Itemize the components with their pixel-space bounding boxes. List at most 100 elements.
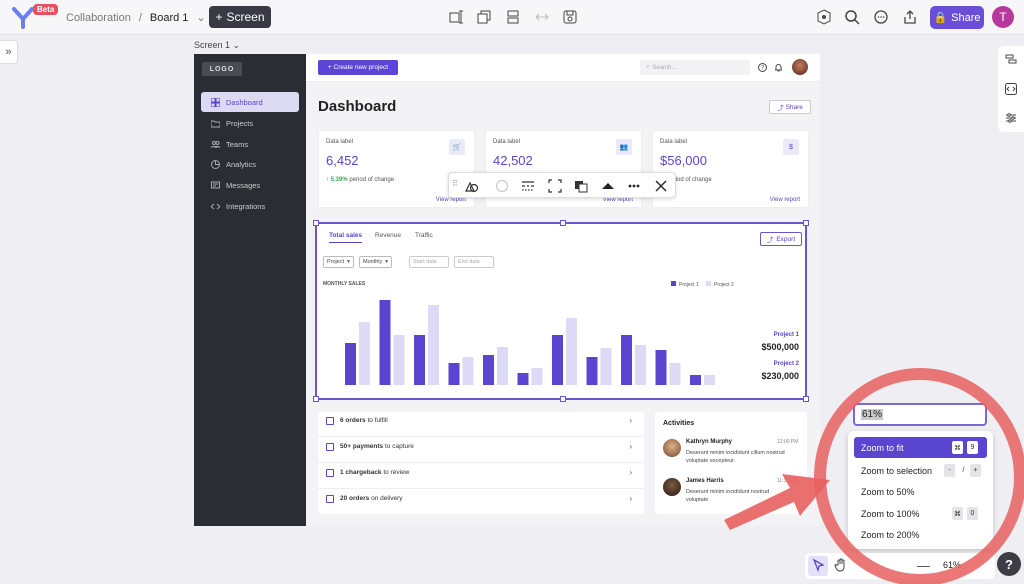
orders-list: 6 orders to fulfill › 50+ payments to cap… <box>318 412 644 514</box>
export-icon[interactable] <box>902 9 918 25</box>
list-bold: 6 orders <box>340 417 366 424</box>
app-logo-icon[interactable] <box>12 5 34 29</box>
legend-project-1: Project 1 <box>679 282 699 288</box>
bar-2-11 <box>704 375 715 385</box>
add-screen-button[interactable]: + Screen <box>209 6 271 28</box>
zoom-in-key[interactable]: + <box>970 464 981 477</box>
legend-project-2: Project 2 <box>714 282 734 288</box>
create-project-button[interactable]: + Create new project <box>318 60 398 75</box>
resize-horizontal-icon[interactable] <box>534 9 550 25</box>
tab-traffic[interactable]: Traffic <box>415 232 433 239</box>
share-button[interactable]: ⤴ Share <box>769 100 811 114</box>
list-item[interactable]: 20 orders on delivery › <box>318 490 644 515</box>
breadcrumb-separator: / <box>138 11 142 24</box>
view-report-link[interactable]: View report <box>435 197 466 203</box>
fill-icon[interactable] <box>601 179 615 193</box>
zoom-input-value: 61% <box>861 409 884 420</box>
drag-handle-icon[interactable]: ⠿ <box>452 179 458 188</box>
zoom-level[interactable]: 61% <box>943 560 962 570</box>
start-date-input[interactable]: Start date <box>409 256 449 268</box>
list-rest: to review <box>381 469 410 476</box>
close-icon[interactable] <box>654 179 668 193</box>
view-report-link[interactable]: View report <box>769 197 800 203</box>
beta-badge: Beta <box>33 4 59 15</box>
nav-integrations[interactable]: Integrations <box>201 196 299 216</box>
breadcrumb-board[interactable]: Board 1 <box>149 11 189 24</box>
plugin-icon[interactable] <box>816 9 832 25</box>
profile-avatar[interactable] <box>792 59 808 75</box>
bars-group <box>345 300 715 385</box>
legend-swatch-project-1 <box>671 281 676 286</box>
fit-frame-icon[interactable] <box>548 179 562 193</box>
circle-icon[interactable] <box>495 179 509 193</box>
period-filter[interactable]: Monthly ▾ <box>359 256 393 268</box>
bar-1-7 <box>552 335 563 385</box>
tab-revenue[interactable]: Revenue <box>375 232 402 239</box>
floating-toolbar: ⠿ <box>448 172 676 198</box>
users-icon <box>211 140 220 148</box>
zoom-to-fit-item[interactable]: Zoom to fit ⌘ 9 <box>854 437 987 458</box>
chevron-down-icon[interactable]: ⌄ <box>196 12 206 24</box>
comment-icon[interactable] <box>873 9 889 25</box>
code-icon[interactable] <box>1005 83 1017 95</box>
save-icon[interactable] <box>562 9 578 25</box>
zoom-input[interactable]: 61% <box>853 403 987 426</box>
zoom-to-200-item[interactable]: Zoom to 200% <box>854 524 987 545</box>
border-style-icon[interactable] <box>521 179 535 193</box>
list-item[interactable]: 1 chargeback to review › <box>318 464 644 489</box>
list-item[interactable]: 50+ payments to capture › <box>318 438 644 463</box>
filter-label: End date <box>458 259 481 265</box>
zoom-out-key[interactable]: - <box>944 464 955 477</box>
shapes-icon[interactable] <box>465 179 479 193</box>
hand-icon[interactable] <box>833 557 849 573</box>
breadcrumb-project[interactable]: Collaboration <box>66 11 131 24</box>
bell-icon[interactable] <box>774 63 783 72</box>
bar-1-9 <box>621 335 632 385</box>
plus-icon: + <box>327 64 334 71</box>
zoom-to-selection-item[interactable]: Zoom to selection - / + <box>854 460 987 481</box>
frame-icon[interactable] <box>448 9 464 25</box>
end-date-input[interactable]: End date <box>454 256 494 268</box>
nav-analytics[interactable]: Analytics <box>201 154 299 174</box>
nav-messages[interactable]: Messages <box>201 175 299 195</box>
nav-label: Integrations <box>226 201 266 211</box>
expand-panel-icon[interactable]: » <box>0 40 18 64</box>
nav-projects[interactable]: Projects <box>201 113 299 133</box>
message-icon <box>211 181 220 188</box>
export-button[interactable]: ⤴ Export <box>760 232 802 246</box>
more-icon[interactable] <box>627 179 641 193</box>
project-filter[interactable]: Project ▾ <box>323 256 354 268</box>
list-item[interactable]: 6 orders to fulfill › <box>318 412 644 437</box>
resize-handle[interactable] <box>313 396 319 402</box>
tab-total-sales[interactable]: Total sales <box>329 232 363 243</box>
sliders-icon[interactable] <box>1005 112 1017 124</box>
layer-order-icon[interactable] <box>574 179 588 193</box>
help-button[interactable]: ? <box>997 552 1021 576</box>
help-icon[interactable]: ? <box>758 63 767 72</box>
screen-label[interactable]: Screen 1 ⌄ <box>194 40 241 50</box>
search-input[interactable]: ⌕ Search... <box>640 60 750 75</box>
user-avatar[interactable]: T <box>992 6 1014 28</box>
search-icon[interactable] <box>844 9 860 25</box>
duplicate-icon[interactable] <box>476 9 492 25</box>
share-button[interactable]: 🔒 Share <box>930 6 984 29</box>
pointer-icon[interactable] <box>808 556 828 576</box>
view-report-link[interactable]: View report <box>602 197 633 203</box>
screen-frame[interactable]: LOGO Dashboard Projects Teams Analytics … <box>194 54 820 526</box>
align-icon[interactable] <box>505 9 521 25</box>
sales-chart-panel[interactable]: Total sales Revenue Traffic ⤴ Export Proj… <box>313 220 809 402</box>
resize-handle[interactable] <box>560 396 566 402</box>
zoom-out-button[interactable]: — <box>917 558 930 573</box>
nav-teams[interactable]: Teams <box>201 134 299 154</box>
zoom-to-100-item[interactable]: Zoom to 100% ⌘ 0 <box>854 503 987 524</box>
nav-dashboard[interactable]: Dashboard <box>201 92 299 112</box>
add-screen-label: Screen <box>226 10 265 24</box>
resize-handle[interactable] <box>803 396 809 402</box>
resize-handle[interactable] <box>313 220 319 226</box>
resize-handle[interactable] <box>560 220 566 226</box>
bar-chart: MONTHLY SALES Project 1 Project 2 Projec… <box>323 281 800 385</box>
resize-handle[interactable] <box>803 220 809 226</box>
zoom-to-50-item[interactable]: Zoom to 50% <box>854 481 987 502</box>
dollar-icon: $ <box>783 139 799 155</box>
layers-icon[interactable] <box>1005 54 1017 66</box>
